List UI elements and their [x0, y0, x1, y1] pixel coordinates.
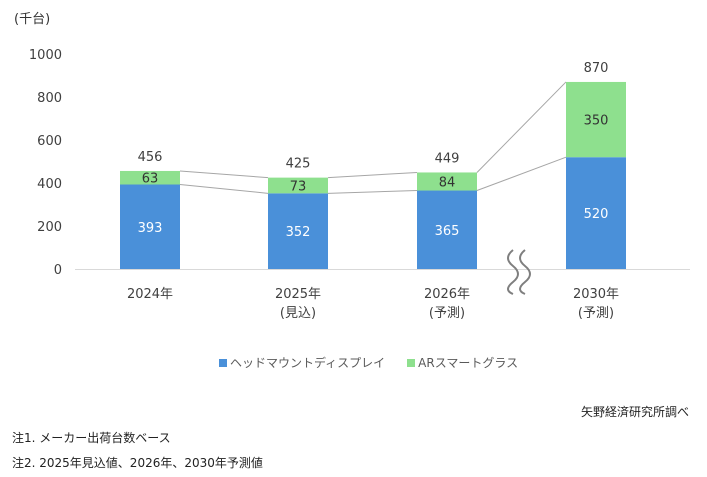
x-tick-label: 2024年 [127, 287, 173, 302]
x-tick-label: (予測) [429, 306, 465, 321]
x-tick-label: (見込) [280, 306, 316, 321]
connector-line-total [476, 81, 567, 173]
bar-segment-ar [417, 172, 477, 191]
connector-line-total [327, 171, 418, 179]
total-label: 449 [435, 151, 460, 166]
x-tick-label: 2025年 [275, 287, 321, 302]
bar-segment-hmd [268, 193, 328, 269]
bar-segment-hmd [417, 190, 477, 269]
connector-line-hmd [476, 156, 567, 191]
legend-label-ar: ARスマートグラス [418, 356, 519, 370]
legend-item-hmd: ヘッドマウントディスプレイ [219, 354, 385, 371]
bar-segment-hmd [566, 157, 626, 269]
data-label-hmd: 365 [435, 224, 460, 239]
note-2: 注2. 2025年見込値、2026年、2030年予測値 [12, 456, 263, 470]
bar-segment-ar [566, 81, 626, 158]
data-label-ar: 84 [439, 175, 456, 190]
y-tick-label: 0 [54, 263, 62, 278]
total-label: 456 [138, 150, 163, 165]
data-label-hmd: 520 [584, 207, 609, 222]
data-label-ar: 73 [290, 179, 307, 194]
total-label: 425 [286, 157, 311, 172]
x-tick-label: (予測) [578, 306, 614, 321]
connector-line-hmd [327, 190, 418, 194]
legend-item-ar: ARスマートグラス [407, 354, 518, 371]
legend-label-hmd: ヘッドマウントディスプレイ [230, 356, 386, 370]
axis-break-icon [519, 249, 531, 295]
legend-swatch-hmd [219, 358, 227, 367]
connector-line-hmd [179, 184, 269, 194]
stacked-bar-chart: 0 200 400 600 800 1000 393 63 456 2024年 352 73 425 20… [29, 48, 690, 321]
legend: ヘッドマウントディスプレイ ARスマートグラス [219, 354, 518, 371]
x-tick-label: 2030年 [573, 287, 619, 302]
data-label-hmd: 393 [138, 221, 163, 236]
y-tick-label: 600 [37, 134, 62, 149]
y-tick-label: 400 [37, 177, 62, 192]
bar-segment-hmd [120, 184, 180, 269]
data-label-hmd: 352 [286, 225, 311, 240]
total-label: 870 [584, 61, 609, 76]
connector-line-total [179, 170, 269, 179]
legend-swatch-ar [407, 358, 416, 367]
data-label-ar: 63 [142, 172, 159, 187]
bar-segment-ar [268, 177, 328, 194]
note-1: 注1. メーカー出荷台数ベース [12, 431, 171, 445]
unit-label: (千台) [14, 12, 51, 27]
source-credit: 矢野経済研究所調べ [580, 405, 689, 419]
data-label-ar: 350 [584, 114, 609, 129]
y-tick-label: 1000 [29, 48, 62, 63]
y-tick-label: 800 [37, 91, 62, 106]
axis-break-icon [507, 249, 519, 295]
x-tick-label: 2026年 [424, 287, 470, 302]
bar-segment-ar [120, 170, 180, 185]
y-tick-label: 200 [37, 220, 62, 235]
